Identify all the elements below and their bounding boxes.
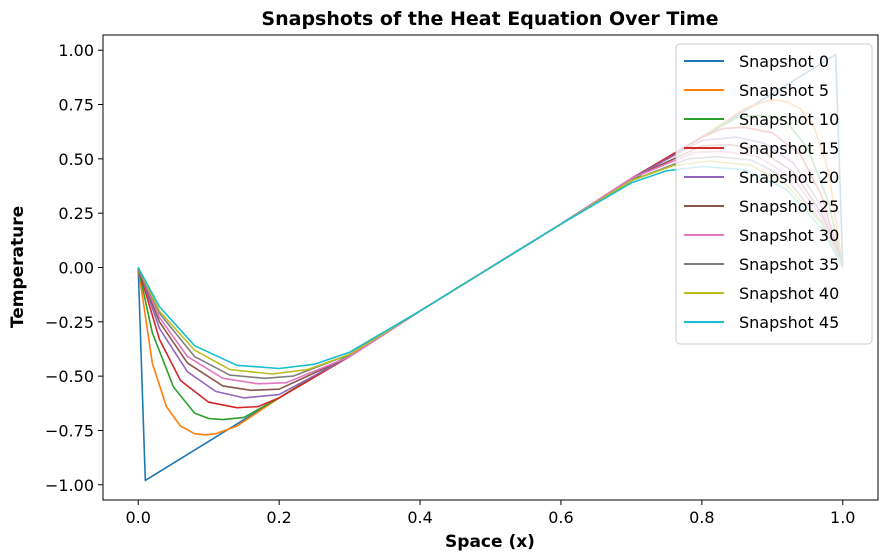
y-tick-label: 0.75 — [58, 96, 94, 115]
chart-title: Snapshots of the Heat Equation Over Time — [261, 8, 718, 30]
y-tick-label: −0.75 — [45, 421, 94, 440]
y-tick-label: −0.50 — [45, 367, 94, 386]
legend-entry: Snapshot 35 — [739, 255, 839, 274]
x-tick-label: 1.0 — [830, 508, 855, 527]
legend-box — [675, 43, 873, 345]
x-tick-label: 0.0 — [126, 508, 151, 527]
x-tick-label: 0.8 — [689, 508, 714, 527]
x-axis-label: Space (x) — [445, 532, 535, 552]
y-tick-label: −0.25 — [45, 313, 94, 332]
legend-entry: Snapshot 10 — [739, 110, 839, 129]
y-axis-label: Temperature — [8, 206, 28, 328]
y-tick-label: 1.00 — [58, 41, 94, 60]
y-tick-label: 0.50 — [58, 150, 94, 169]
y-tick-label: 0.00 — [58, 259, 94, 278]
plot-frame — [102, 34, 879, 501]
legend-entry: Snapshot 30 — [739, 226, 839, 245]
legend-entry: Snapshot 40 — [739, 284, 839, 303]
legend-entry: Snapshot 25 — [739, 197, 839, 216]
x-tick-label: 0.2 — [266, 508, 291, 527]
x-tick-label: 0.4 — [407, 508, 432, 527]
legend-entry: Snapshot 0 — [739, 52, 829, 71]
y-tick-label: 0.25 — [58, 204, 94, 223]
legend-entry: Snapshot 45 — [739, 313, 839, 332]
y-axis-ticks: −1.00 −0.75 −0.50 −0.25 0.00 0.25 0.50 0.75 1.00 — [45, 41, 103, 495]
x-axis-ticks: 0.0 0.2 0.4 0.6 0.8 1.0 — [126, 500, 855, 527]
legend-entry: Snapshot 5 — [739, 81, 829, 100]
legend-entry: Snapshot 20 — [739, 168, 839, 187]
legend: Snapshot 0 Snapshot 5 Snapshot 10 Snapshot … — [675, 43, 873, 345]
x-tick-label: 0.6 — [548, 508, 573, 527]
legend-entry: Snapshot 15 — [739, 139, 839, 158]
y-tick-label: −1.00 — [45, 476, 94, 495]
